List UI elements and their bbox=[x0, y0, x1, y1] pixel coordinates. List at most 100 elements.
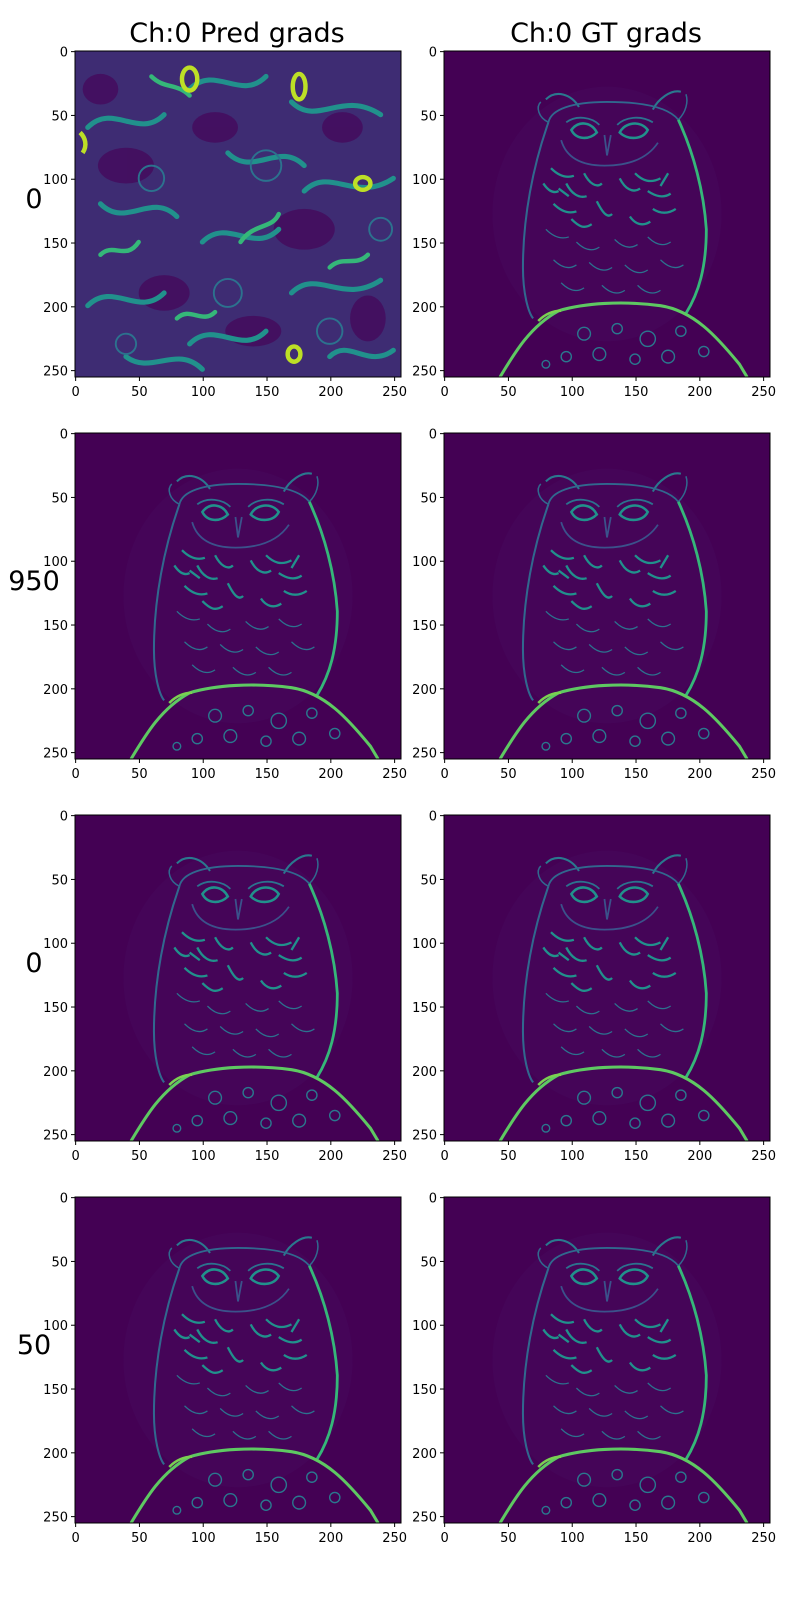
y-tick-label: 0 bbox=[429, 428, 437, 443]
y-tick-label: 250 bbox=[43, 747, 68, 762]
x-tick-label: 0 bbox=[71, 385, 79, 400]
axes-frame bbox=[74, 50, 402, 378]
x-tick-label: 100 bbox=[560, 385, 585, 400]
y-tick-label: 200 bbox=[412, 683, 437, 698]
x-tick-label: 0 bbox=[71, 1531, 79, 1546]
x-tick-label: 150 bbox=[624, 767, 649, 782]
y-tick-label: 150 bbox=[412, 237, 437, 252]
x-tick-label: 200 bbox=[318, 1149, 343, 1164]
axes-frame bbox=[443, 432, 771, 760]
y-tick-label: 0 bbox=[60, 46, 68, 61]
y-tick-label: 100 bbox=[43, 1319, 68, 1334]
y-tick-label: 150 bbox=[412, 619, 437, 634]
y-tick-label: 250 bbox=[412, 365, 437, 380]
x-tick-label: 50 bbox=[500, 385, 517, 400]
x-tick-label: 50 bbox=[500, 1149, 517, 1164]
y-tick-label: 200 bbox=[412, 1065, 437, 1080]
axes-frame bbox=[74, 432, 402, 760]
axes-frame bbox=[443, 1196, 771, 1524]
y-tick-label: 0 bbox=[429, 810, 437, 825]
x-tick-label: 200 bbox=[318, 385, 343, 400]
y-tick-label: 50 bbox=[420, 873, 437, 888]
y-tick-label: 200 bbox=[43, 301, 68, 316]
x-tick-label: 0 bbox=[71, 1149, 79, 1164]
x-tick-label: 200 bbox=[687, 1149, 712, 1164]
x-tick-label: 0 bbox=[440, 1149, 448, 1164]
x-tick-label: 50 bbox=[500, 1531, 517, 1546]
x-tick-label: 0 bbox=[71, 767, 79, 782]
x-tick-label: 100 bbox=[191, 385, 216, 400]
y-tick-label: 150 bbox=[43, 619, 68, 634]
axes-frame bbox=[74, 814, 402, 1142]
x-tick-label: 250 bbox=[751, 1531, 776, 1546]
y-tick-label: 200 bbox=[43, 1065, 68, 1080]
column-title-pred: Ch:0 Pred grads bbox=[129, 18, 344, 49]
x-tick-label: 50 bbox=[131, 385, 148, 400]
owl-gradient-image bbox=[444, 51, 770, 377]
x-tick-label: 200 bbox=[687, 385, 712, 400]
axes-frame bbox=[443, 50, 771, 378]
y-tick-label: 50 bbox=[420, 491, 437, 506]
x-tick-label: 50 bbox=[500, 767, 517, 782]
x-tick-label: 250 bbox=[382, 1531, 407, 1546]
x-tick-label: 100 bbox=[191, 1149, 216, 1164]
x-tick-label: 0 bbox=[440, 385, 448, 400]
axes-frame bbox=[74, 1196, 402, 1524]
x-tick-label: 150 bbox=[255, 767, 280, 782]
y-tick-label: 250 bbox=[412, 747, 437, 762]
x-tick-label: 250 bbox=[382, 385, 407, 400]
row-label-2: 0 bbox=[25, 948, 42, 979]
y-tick-label: 50 bbox=[51, 873, 68, 888]
y-tick-label: 200 bbox=[43, 1447, 68, 1462]
y-tick-label: 0 bbox=[429, 1192, 437, 1207]
owl-gradient-image bbox=[75, 1197, 401, 1523]
noise-gradient-image bbox=[75, 51, 401, 377]
x-tick-label: 200 bbox=[318, 1531, 343, 1546]
row-label-0: 0 bbox=[25, 184, 42, 215]
y-tick-label: 0 bbox=[429, 46, 437, 61]
x-tick-label: 150 bbox=[624, 1531, 649, 1546]
axes-frame bbox=[443, 814, 771, 1142]
y-tick-label: 100 bbox=[43, 937, 68, 952]
x-tick-label: 250 bbox=[751, 1149, 776, 1164]
x-tick-label: 50 bbox=[131, 1149, 148, 1164]
x-tick-label: 100 bbox=[560, 1149, 585, 1164]
y-tick-label: 150 bbox=[43, 1001, 68, 1016]
y-tick-label: 150 bbox=[412, 1383, 437, 1398]
owl-gradient-image bbox=[444, 815, 770, 1141]
x-tick-label: 0 bbox=[440, 767, 448, 782]
x-tick-label: 50 bbox=[131, 767, 148, 782]
row-label-1: 950 bbox=[8, 566, 60, 597]
y-tick-label: 200 bbox=[43, 683, 68, 698]
owl-gradient-image bbox=[444, 1197, 770, 1523]
y-tick-label: 100 bbox=[412, 555, 437, 570]
x-tick-label: 150 bbox=[624, 385, 649, 400]
y-tick-label: 100 bbox=[412, 1319, 437, 1334]
owl-gradient-image bbox=[75, 815, 401, 1141]
owl-gradient-image bbox=[444, 433, 770, 759]
y-tick-label: 50 bbox=[420, 109, 437, 124]
x-tick-label: 250 bbox=[382, 767, 407, 782]
y-tick-label: 150 bbox=[43, 1383, 68, 1398]
y-tick-label: 250 bbox=[412, 1511, 437, 1526]
y-tick-label: 200 bbox=[412, 301, 437, 316]
y-tick-label: 250 bbox=[43, 1511, 68, 1526]
x-tick-label: 150 bbox=[255, 1149, 280, 1164]
y-tick-label: 100 bbox=[43, 173, 68, 188]
x-tick-label: 100 bbox=[191, 767, 216, 782]
x-tick-label: 200 bbox=[318, 767, 343, 782]
y-tick-label: 250 bbox=[43, 365, 68, 380]
x-tick-label: 250 bbox=[751, 767, 776, 782]
x-tick-label: 150 bbox=[255, 385, 280, 400]
y-tick-label: 150 bbox=[412, 1001, 437, 1016]
